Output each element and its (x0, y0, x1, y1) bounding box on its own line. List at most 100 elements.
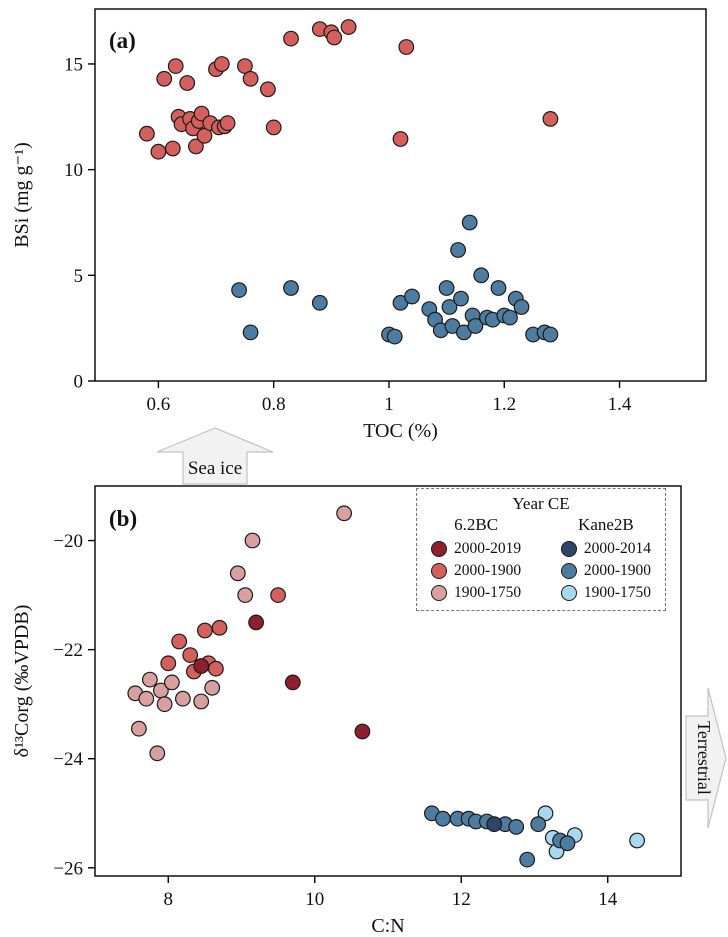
data-point (530, 816, 547, 833)
data-point (326, 29, 343, 46)
x-tick-label: 14 (598, 889, 618, 910)
data-point (196, 127, 213, 144)
legend-swatch (560, 563, 577, 579)
legend-swatch (431, 541, 447, 557)
data-point (537, 805, 554, 822)
data-point (519, 851, 536, 868)
data-point (284, 674, 301, 691)
data-point (490, 280, 507, 296)
x-tick-label: 1.2 (492, 394, 516, 415)
legend-item-label: 2000-2014 (583, 540, 651, 557)
plot-frame (94, 8, 707, 382)
data-point (473, 267, 490, 284)
legend-column: Kane2B 2000-2014 2000-1900 1900-1750 (560, 515, 651, 602)
data-point (467, 318, 484, 334)
data-point (404, 288, 420, 305)
y-tick-label: 5 (74, 266, 84, 287)
x-tick-label: 1.4 (608, 394, 632, 415)
legend-column-header: 6.2BC (454, 515, 499, 534)
legend-item: 2000-1900 (431, 562, 521, 580)
data-point (450, 242, 467, 258)
data-point (149, 745, 166, 762)
data-point (265, 119, 282, 136)
data-point (231, 282, 248, 299)
data-point (219, 115, 236, 131)
panel-label: (b) (109, 506, 137, 531)
data-point (156, 696, 173, 713)
data-point (336, 505, 353, 522)
data-point (453, 290, 469, 307)
data-point (438, 280, 455, 296)
data-point (138, 125, 155, 142)
panel-label: (a) (109, 28, 136, 53)
legend-item-label: 2000-2019 (454, 540, 522, 557)
legend-title: Year CE (512, 494, 570, 513)
data-point (130, 720, 147, 737)
data-point (542, 110, 559, 127)
y-tick-label: −24 (53, 749, 83, 770)
legend-item-label: 1900-1750 (583, 584, 651, 601)
legend: Year CE 6.2BC 2000-2019 2000-1900 1900-1750… (416, 488, 666, 611)
panel-a-chart: 0.6 0.8 1 1.2 1.4 0 5 10 15 TOC (%) BSi (mg g⁻¹) (a… (11, 8, 707, 442)
data-point (163, 674, 180, 691)
legend-swatch (560, 541, 577, 557)
data-point (213, 56, 230, 72)
data-point (513, 299, 530, 315)
legend-item: 1900-1750 (560, 584, 651, 602)
x-tick-label: 0.8 (262, 394, 286, 415)
data-point (486, 816, 503, 833)
legend-item: 2000-1900 (560, 562, 651, 580)
data-point (242, 324, 259, 341)
sea-ice-arrow: Sea ice (156, 427, 274, 485)
y-tick-label: −26 (53, 858, 83, 879)
terrestrial-arrow-shape (685, 687, 727, 829)
data-point (237, 587, 254, 604)
data-point (229, 565, 246, 582)
data-point (629, 832, 645, 849)
legend-columns: 6.2BC 2000-2019 2000-1900 1900-1750 Kane2B 20… (427, 515, 655, 602)
data-point (392, 131, 409, 147)
x-tick-label: 10 (305, 889, 324, 910)
data-point (283, 280, 299, 296)
sea-ice-arrow-shape (156, 427, 274, 485)
data-point (398, 39, 415, 55)
data-point (174, 690, 191, 707)
legend-item-label: 2000-1900 (583, 562, 651, 579)
data-point (435, 810, 451, 827)
x-tick-label: 12 (452, 889, 471, 910)
panel-b-chart: 8 10 12 14 −20 −22 −24 −26 C:N δ¹³Corg (‰VPDB) (b) (11, 485, 682, 937)
legend-swatch (431, 585, 447, 601)
data-point (311, 294, 328, 311)
data-point (187, 138, 204, 155)
data-point (196, 622, 213, 639)
data-point (164, 140, 181, 157)
legend-item: 2000-2014 (560, 540, 651, 558)
x-tick-label: 0.6 (147, 394, 171, 415)
data-point (182, 647, 199, 664)
legend-item-label: 2000-1900 (454, 562, 522, 579)
x-axis-title: C:N (371, 915, 404, 937)
terrestrial-arrow: Terrestrial (685, 687, 727, 829)
data-point (244, 532, 261, 549)
data-point (270, 587, 287, 604)
sea-ice-arrow-label: Sea ice (188, 458, 242, 479)
legend-column-header: Kane2B (578, 515, 634, 534)
y-axis-title: BSi (mg g⁻¹) (11, 142, 33, 247)
y-axis-title: δ¹³Corg (‰VPDB) (11, 605, 33, 758)
data-point (340, 19, 357, 35)
data-point (260, 81, 276, 98)
data-point (171, 633, 188, 650)
data-point (167, 58, 184, 74)
data-point (207, 660, 224, 677)
data-point (193, 693, 210, 710)
data-point (354, 723, 371, 740)
data-point (441, 299, 458, 315)
x-axis-title: TOC (%) (363, 420, 438, 442)
data-point (179, 75, 196, 91)
y-tick-label: 0 (74, 372, 84, 393)
data-point (156, 70, 173, 87)
y-tick-label: −20 (53, 531, 83, 552)
data-point (542, 326, 559, 343)
legend-item-label: 1900-1750 (454, 584, 522, 601)
legend-swatch (560, 585, 577, 601)
